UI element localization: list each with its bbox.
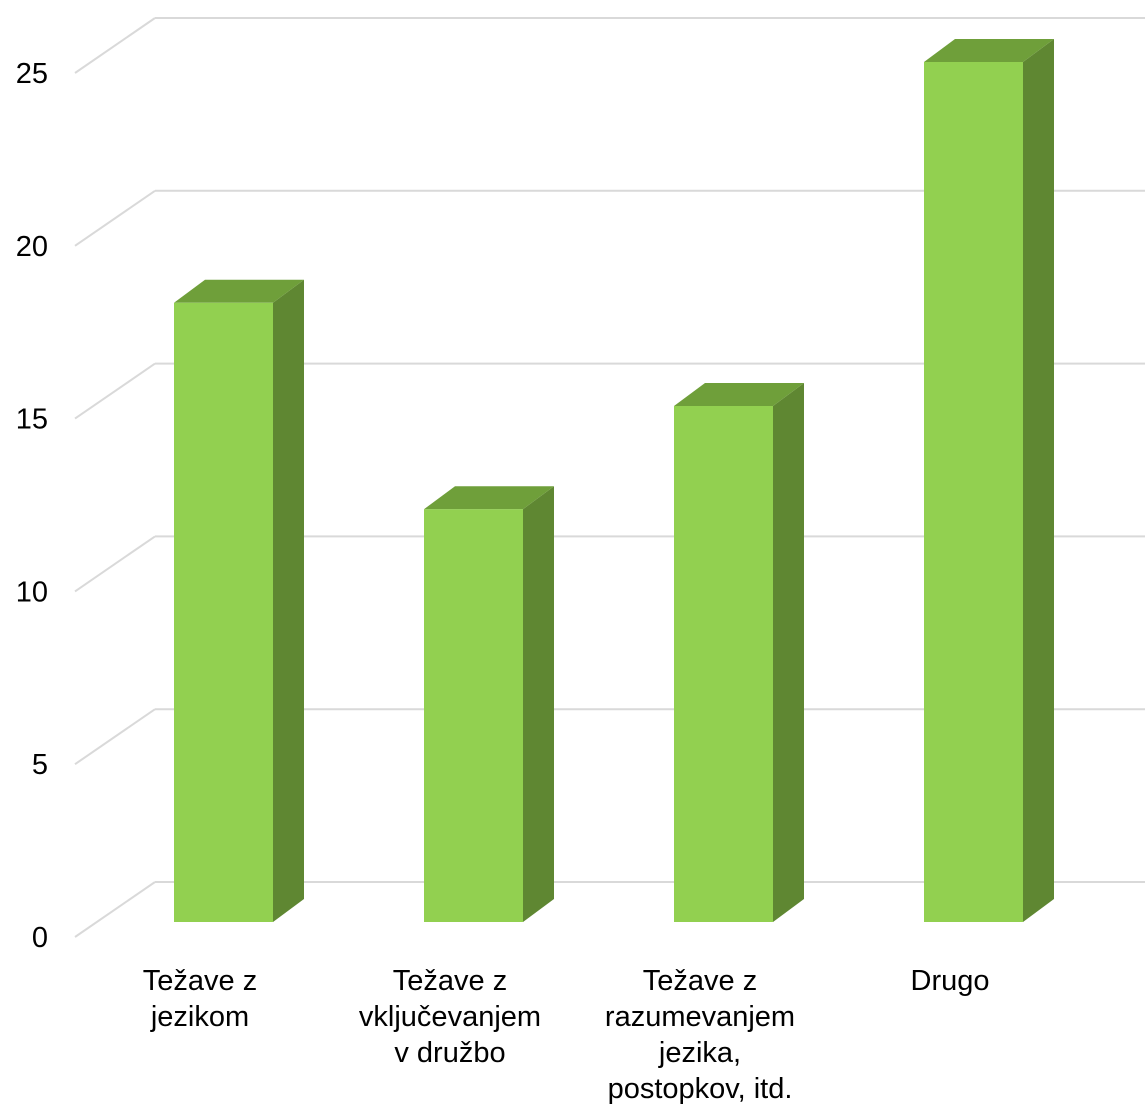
bar-front-face (174, 302, 273, 922)
bar-side-face (273, 279, 304, 922)
bar (424, 486, 554, 922)
x-tick-label-line: jezikom (150, 1001, 249, 1033)
gridline-side (74, 881, 156, 938)
bar-top-face (174, 279, 304, 303)
bar-top-face (924, 39, 1054, 62)
gridline-side (74, 362, 156, 420)
x-tick-label: Drugo (911, 965, 990, 997)
bar-side-face (1023, 39, 1054, 922)
x-tick-label-line: postopkov, itd. (608, 1073, 793, 1105)
bar-top-face (424, 486, 554, 510)
x-tick-label-line: Težave z (143, 965, 257, 997)
x-axis-ticks: Težave z jezikom Težave z vključevanjem v dr… (143, 965, 990, 1105)
y-tick-label: 10 (16, 576, 48, 608)
bar (174, 279, 304, 922)
y-tick-label: 15 (16, 404, 48, 436)
bar (924, 39, 1054, 922)
gridline-side (74, 17, 156, 74)
y-tick-label: 20 (16, 231, 48, 263)
x-tick-label-line: vključevanjem (359, 1001, 541, 1033)
y-tick-label: 25 (16, 58, 48, 90)
bar-front-face (674, 406, 773, 922)
gridline-side (74, 189, 156, 247)
bar-front-face (424, 509, 523, 922)
x-tick-label-line: v družbo (394, 1037, 505, 1069)
y-axis-ticks: 0 5 10 15 20 25 (16, 58, 48, 954)
bar (674, 383, 804, 922)
gridline-side (74, 535, 156, 593)
x-tick-label: Težave z vključevanjem v družbo (359, 965, 541, 1069)
x-tick-label-line: Težave z (643, 965, 757, 997)
x-tick-label: Težave z jezikom (143, 965, 257, 1033)
x-tick-label-line: razumevanjem (605, 1001, 795, 1033)
bar-side-face (773, 383, 804, 922)
x-tick-label-line: Težave z (393, 965, 507, 997)
x-tick-label-line: jezika, (658, 1037, 741, 1069)
bar-side-face (523, 486, 554, 922)
bar-front-face (924, 62, 1023, 922)
bar-top-face (674, 383, 804, 406)
bars (174, 39, 1054, 922)
y-tick-label: 5 (32, 749, 48, 781)
y-tick-label: 0 (32, 922, 48, 954)
x-tick-label: Težave z razumevanjem jezika, postopkov, it… (605, 965, 795, 1105)
x-tick-label-line: Drugo (911, 965, 990, 997)
gridline-side (74, 708, 156, 766)
